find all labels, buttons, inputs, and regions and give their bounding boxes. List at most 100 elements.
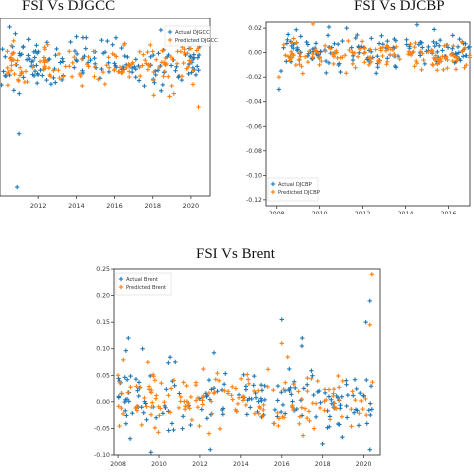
data-point	[124, 65, 129, 71]
data-point	[119, 45, 124, 51]
data-point	[179, 74, 185, 79]
data-point	[453, 67, 459, 72]
data-point	[322, 408, 327, 413]
data-point	[430, 62, 436, 68]
data-point	[206, 390, 212, 396]
data-point	[166, 393, 171, 398]
data-point	[363, 412, 369, 418]
data-point	[454, 58, 459, 63]
data-point	[332, 401, 337, 406]
legend: Actual DJGCC Predicted DJGCC	[164, 25, 218, 47]
data-point-outlier	[14, 184, 20, 190]
data-point	[299, 405, 304, 410]
data-point	[121, 357, 126, 363]
data-point	[413, 40, 418, 46]
data-point	[344, 25, 349, 31]
data-point	[222, 388, 227, 393]
data-point	[123, 408, 128, 414]
data-point	[211, 391, 217, 396]
data-point	[123, 348, 129, 353]
data-point	[173, 68, 178, 73]
data-point	[13, 31, 18, 36]
data-point	[246, 381, 252, 387]
data-point	[120, 70, 125, 75]
data-point	[418, 49, 424, 54]
data-point	[128, 384, 133, 390]
data-point	[296, 57, 302, 62]
data-point	[318, 49, 323, 54]
data-point	[299, 396, 305, 402]
data-point	[117, 69, 122, 74]
data-point	[125, 54, 130, 60]
data-point	[215, 389, 220, 394]
data-point	[119, 391, 124, 397]
y-tick-label: -0.06	[246, 123, 262, 130]
data-point	[217, 426, 223, 432]
data-point	[78, 73, 83, 79]
data-point	[166, 428, 171, 433]
data-point	[330, 51, 335, 56]
data-point	[331, 393, 336, 399]
data-point	[350, 61, 355, 67]
data-point	[338, 69, 343, 75]
data-point	[408, 41, 413, 47]
data-point	[92, 64, 98, 70]
data-point	[130, 411, 135, 416]
data-point	[153, 72, 158, 78]
data-point	[124, 413, 129, 418]
data-point	[17, 51, 22, 56]
data-point	[141, 52, 146, 57]
data-point	[285, 54, 291, 59]
data-point	[331, 54, 337, 59]
data-point	[41, 55, 47, 60]
data-point	[126, 399, 131, 404]
data-point	[451, 43, 456, 49]
data-point	[44, 58, 50, 64]
data-point	[307, 418, 312, 424]
data-point	[344, 403, 349, 409]
data-point	[0, 46, 5, 52]
data-point	[168, 54, 174, 60]
data-point	[373, 47, 378, 52]
data-point	[297, 421, 302, 426]
data-point	[420, 45, 425, 50]
x-tick-label: 2016	[106, 202, 123, 210]
data-point	[11, 38, 16, 44]
data-point	[368, 384, 374, 389]
data-point	[355, 32, 360, 38]
data-point	[158, 27, 164, 33]
data-point	[369, 36, 374, 41]
data-point	[366, 408, 371, 413]
data-point	[464, 62, 469, 68]
data-point	[129, 70, 135, 75]
data-point-outlier	[279, 341, 284, 346]
data-point	[305, 53, 311, 59]
data-point	[280, 414, 285, 420]
data-point	[166, 52, 171, 58]
data-point	[219, 387, 225, 393]
data-point	[42, 60, 47, 65]
data-point	[322, 399, 327, 404]
data-point	[385, 38, 390, 44]
legend-marker	[270, 181, 276, 187]
data-point	[104, 62, 109, 68]
data-point	[252, 373, 257, 379]
data-point	[272, 407, 278, 413]
data-point	[144, 404, 149, 409]
data-point	[216, 378, 222, 383]
data-point	[13, 62, 18, 67]
data-point	[34, 43, 39, 48]
data-point	[412, 44, 417, 50]
data-point	[161, 74, 166, 79]
data-point	[9, 58, 14, 63]
data-point	[456, 50, 462, 55]
data-point	[221, 382, 227, 387]
data-point	[349, 407, 354, 412]
data-point	[413, 58, 419, 64]
data-point	[288, 385, 293, 391]
data-point-outlier	[110, 42, 115, 47]
data-point	[142, 399, 147, 404]
data-point	[72, 65, 77, 70]
data-point	[340, 38, 345, 44]
data-point	[275, 398, 280, 403]
